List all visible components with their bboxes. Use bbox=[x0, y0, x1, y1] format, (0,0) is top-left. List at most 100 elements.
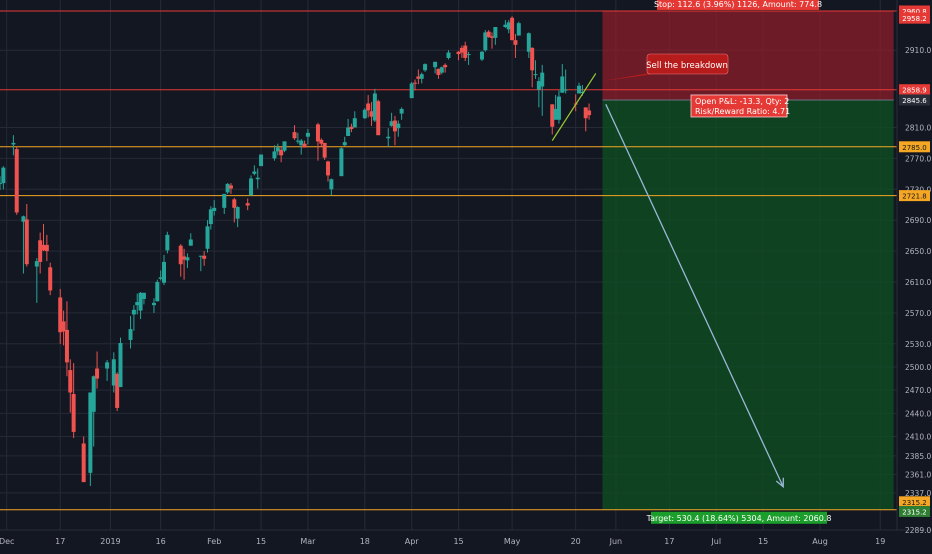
candle-body bbox=[349, 126, 354, 130]
candle-body bbox=[305, 132, 310, 137]
candle-body bbox=[235, 207, 240, 219]
candle-body bbox=[135, 302, 140, 306]
time-tick-label: Jul bbox=[710, 537, 721, 546]
price-axis-panel[interactable] bbox=[897, 0, 932, 550]
candle-body bbox=[202, 255, 207, 259]
candle-body bbox=[48, 267, 53, 291]
stop-zone bbox=[602, 10, 894, 100]
annotation-box bbox=[646, 53, 729, 75]
price-tick-label: 2385.0 bbox=[905, 452, 931, 461]
candle-body bbox=[14, 149, 19, 213]
candle-body bbox=[182, 256, 187, 260]
time-tick-label: 17 bbox=[55, 537, 65, 546]
candle-body bbox=[151, 302, 156, 306]
time-tick-label: 15 bbox=[758, 537, 768, 546]
stop-label-box bbox=[657, 0, 819, 10]
time-axis-panel[interactable] bbox=[0, 530, 932, 550]
candle-body bbox=[118, 343, 123, 388]
candle-body bbox=[443, 64, 448, 68]
candle-body bbox=[71, 394, 76, 432]
callouts: Stop: 112.6 (3.96%) 1126, Amount: 774.8 O… bbox=[601, 0, 831, 524]
price-label-text: 2315.2 bbox=[902, 499, 927, 507]
candle-body bbox=[91, 376, 96, 412]
price-tick-label: 2500.0 bbox=[905, 363, 931, 372]
candle-body bbox=[228, 185, 233, 189]
candle-body bbox=[205, 226, 210, 249]
candle-body bbox=[0, 183, 2, 185]
candle-body bbox=[342, 142, 347, 146]
time-tick-label: Mar bbox=[300, 537, 316, 546]
candle-body bbox=[483, 32, 488, 51]
trend-line bbox=[551, 73, 597, 141]
candle-body bbox=[282, 141, 287, 151]
candle-body bbox=[222, 193, 227, 208]
candle-body bbox=[466, 54, 471, 56]
candle-body bbox=[302, 143, 307, 148]
status-line-2: Risk/Reward Ratio: 4.71 bbox=[695, 107, 790, 116]
time-tick-label: 15 bbox=[256, 537, 266, 546]
candle-body bbox=[493, 27, 498, 38]
candle-body bbox=[249, 178, 254, 196]
candle-body bbox=[115, 373, 120, 408]
candle-body bbox=[372, 93, 377, 121]
candle-body bbox=[131, 309, 136, 315]
candle-body bbox=[128, 329, 133, 340]
candle-body bbox=[563, 89, 568, 91]
candle-body bbox=[24, 219, 29, 265]
candle-body bbox=[583, 107, 588, 119]
candle-body bbox=[68, 370, 73, 393]
candle-body bbox=[479, 51, 484, 60]
candle-body bbox=[369, 111, 374, 117]
candle-body bbox=[536, 81, 541, 90]
price-label-box bbox=[899, 141, 930, 153]
time-tick-label: Feb bbox=[207, 537, 221, 546]
price-label-box bbox=[899, 190, 930, 202]
candle-body bbox=[155, 281, 160, 302]
candle-body bbox=[275, 147, 280, 152]
status-line-1: Open P&L: -13.3, Qty: 2 bbox=[695, 97, 789, 106]
candle-body bbox=[540, 72, 545, 87]
price-label-text: 2845.6 bbox=[902, 97, 927, 105]
time-tick-label: 15 bbox=[453, 537, 463, 546]
time-tick-label: 18 bbox=[360, 537, 370, 546]
candle-body bbox=[61, 321, 66, 332]
candle-body bbox=[556, 96, 561, 120]
candle-body bbox=[446, 52, 451, 58]
candle-body bbox=[423, 64, 428, 71]
target-zone bbox=[602, 99, 894, 510]
candle-body bbox=[212, 207, 217, 211]
price-tick-label: 2570.0 bbox=[905, 309, 931, 318]
time-tick-label: Apr bbox=[405, 537, 420, 546]
candle-body bbox=[185, 257, 190, 261]
candle-body bbox=[386, 136, 391, 139]
candle-body bbox=[526, 33, 531, 52]
price-tick-label: 2650.0 bbox=[905, 247, 931, 256]
price-tick-label: 2289.0 bbox=[905, 526, 931, 535]
candle-body bbox=[486, 31, 491, 38]
candle-body bbox=[516, 23, 521, 36]
candle-body bbox=[439, 67, 444, 73]
time-tick-label: Dec bbox=[0, 537, 14, 546]
candle-body bbox=[299, 140, 304, 146]
price-tick-label: 2440.0 bbox=[905, 409, 931, 418]
price-tick-label: 2337.0 bbox=[905, 489, 931, 498]
candle-body bbox=[339, 148, 344, 177]
price-label-text: 2721.8 bbox=[902, 193, 927, 201]
candle-body bbox=[392, 120, 397, 132]
time-tick-label: 2019 bbox=[100, 537, 120, 546]
candle-body bbox=[506, 22, 511, 30]
candle-body bbox=[259, 154, 264, 167]
candle-body bbox=[41, 244, 46, 251]
candle-body bbox=[44, 244, 49, 252]
candle-body bbox=[396, 123, 401, 129]
candle-body bbox=[416, 76, 421, 79]
candle-body bbox=[413, 82, 418, 84]
time-tick-label: 17 bbox=[664, 537, 674, 546]
candle-body bbox=[490, 36, 495, 38]
candle-body bbox=[95, 368, 100, 379]
price-tick-label: 2910.0 bbox=[905, 46, 931, 55]
arrow-head bbox=[775, 477, 784, 489]
